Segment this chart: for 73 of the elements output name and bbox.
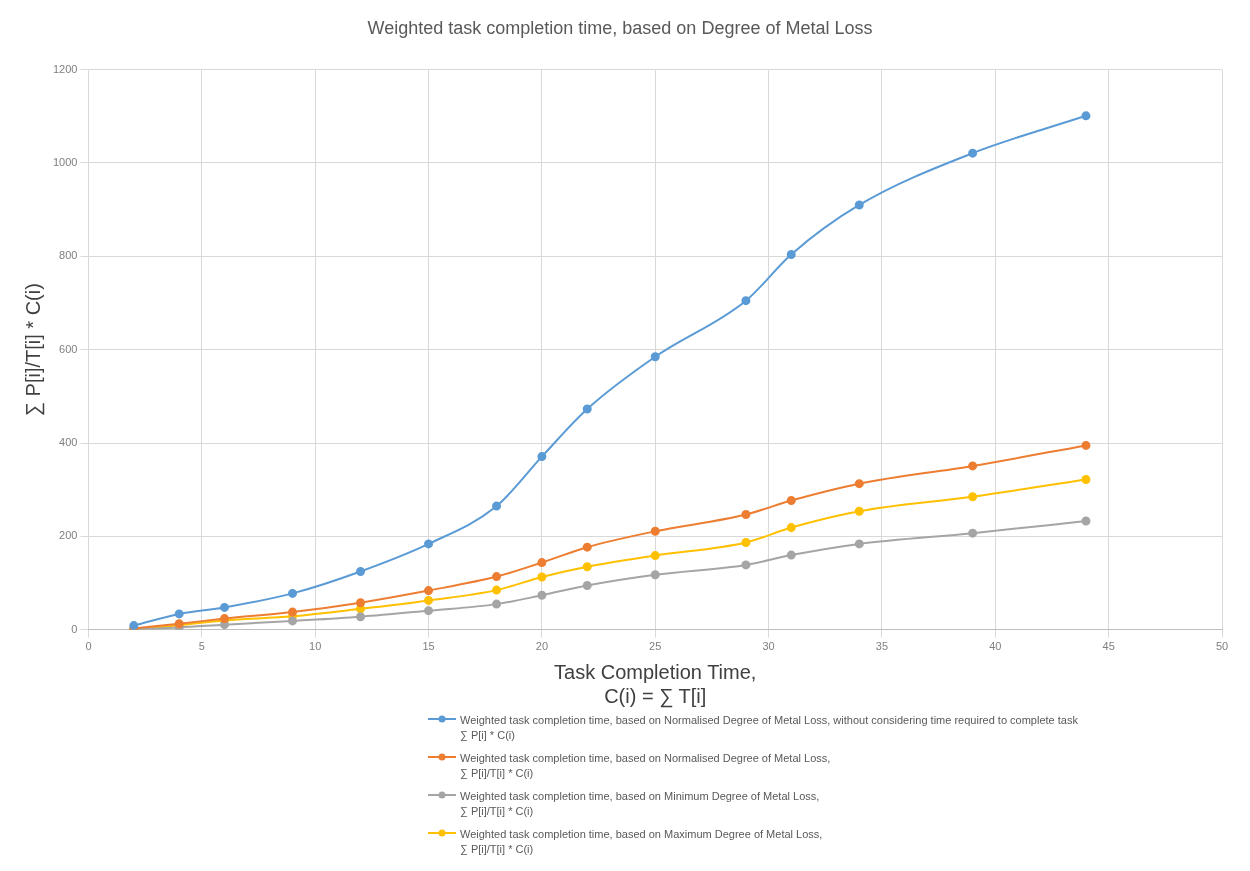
point <box>288 616 298 626</box>
point <box>492 572 502 582</box>
point <box>968 528 978 538</box>
x-tick-label: 45 <box>1102 640 1115 653</box>
point <box>786 495 796 505</box>
point <box>537 452 547 462</box>
point <box>854 200 864 210</box>
x-tick-label: 20 <box>535 640 549 653</box>
y-tick-label: 0 <box>71 622 78 635</box>
point <box>741 296 751 306</box>
x-tick-label: 15 <box>422 640 435 653</box>
point <box>854 479 864 489</box>
x-tick-label: 30 <box>762 640 775 653</box>
legend-label: Weighted task completion time, based on Normalised Degree of Metal Loss, without considering time required to complete task ∑ P[i] * C(i) <box>460 713 1078 743</box>
x-tick-label: 0 <box>85 640 92 653</box>
y-axis-title: ∑ P[i]/T[i] * C(i) <box>21 283 45 417</box>
point <box>786 249 796 259</box>
point <box>1081 516 1091 526</box>
point <box>356 566 366 576</box>
y-tick-label: 200 <box>59 529 78 542</box>
x-tick-label: 25 <box>649 640 662 653</box>
point <box>288 607 298 617</box>
y-tick-label: 400 <box>59 436 78 449</box>
y-tick-label: 600 <box>59 342 78 355</box>
point <box>288 588 298 598</box>
point <box>741 509 751 519</box>
point <box>582 542 592 552</box>
point <box>424 539 434 549</box>
point <box>968 148 978 158</box>
x-axis-title: Task Completion Time, C(i) = ∑ T[i] <box>554 660 757 708</box>
point <box>741 538 751 547</box>
point <box>537 558 547 568</box>
point <box>492 599 502 609</box>
legend-label: Weighted task completion time, based on Normalised Degree of Metal Loss, ∑ P[i]/T[i] * C(i) <box>460 751 831 781</box>
point <box>537 590 547 600</box>
point <box>854 539 864 549</box>
point <box>650 570 660 580</box>
point <box>786 523 796 533</box>
point <box>968 461 978 471</box>
point <box>356 612 366 622</box>
legend-label: Weighted task completion time, based on Minimum Degree of Metal Loss, ∑ P[i]/T[i] * C(i) <box>460 789 820 819</box>
point <box>1081 111 1091 121</box>
point <box>219 602 229 612</box>
x-tick-label: 35 <box>875 640 889 653</box>
point <box>582 404 592 414</box>
point <box>1081 440 1091 450</box>
x-tick-label: 10 <box>309 640 322 653</box>
point <box>424 586 434 596</box>
point <box>650 551 660 561</box>
point <box>650 526 660 536</box>
point <box>650 352 660 362</box>
y-tick-label: 800 <box>59 249 78 262</box>
point <box>786 550 796 560</box>
x-tick-label: 50 <box>1215 640 1229 653</box>
point <box>854 506 864 516</box>
point <box>424 595 434 605</box>
point <box>1081 474 1091 484</box>
y-tick-label: 1200 <box>52 62 78 75</box>
x-tick-label: 40 <box>989 640 1002 653</box>
point <box>424 606 434 616</box>
point <box>174 609 184 619</box>
point <box>582 580 592 590</box>
point <box>492 585 502 595</box>
point <box>492 501 502 511</box>
legend-label: Weighted task completion time, based on Maximum Degree of Metal Loss, ∑ P[i]/T[i] * C(i) <box>460 827 823 857</box>
point <box>537 572 547 582</box>
point <box>356 598 366 608</box>
x-tick-label: 5 <box>198 640 205 653</box>
point <box>582 562 592 572</box>
point <box>968 492 978 502</box>
y-tick-label: 1000 <box>52 156 78 168</box>
chart-title: Weighted task completion time, based on Degree of Metal Loss <box>367 17 873 38</box>
point <box>741 560 751 570</box>
